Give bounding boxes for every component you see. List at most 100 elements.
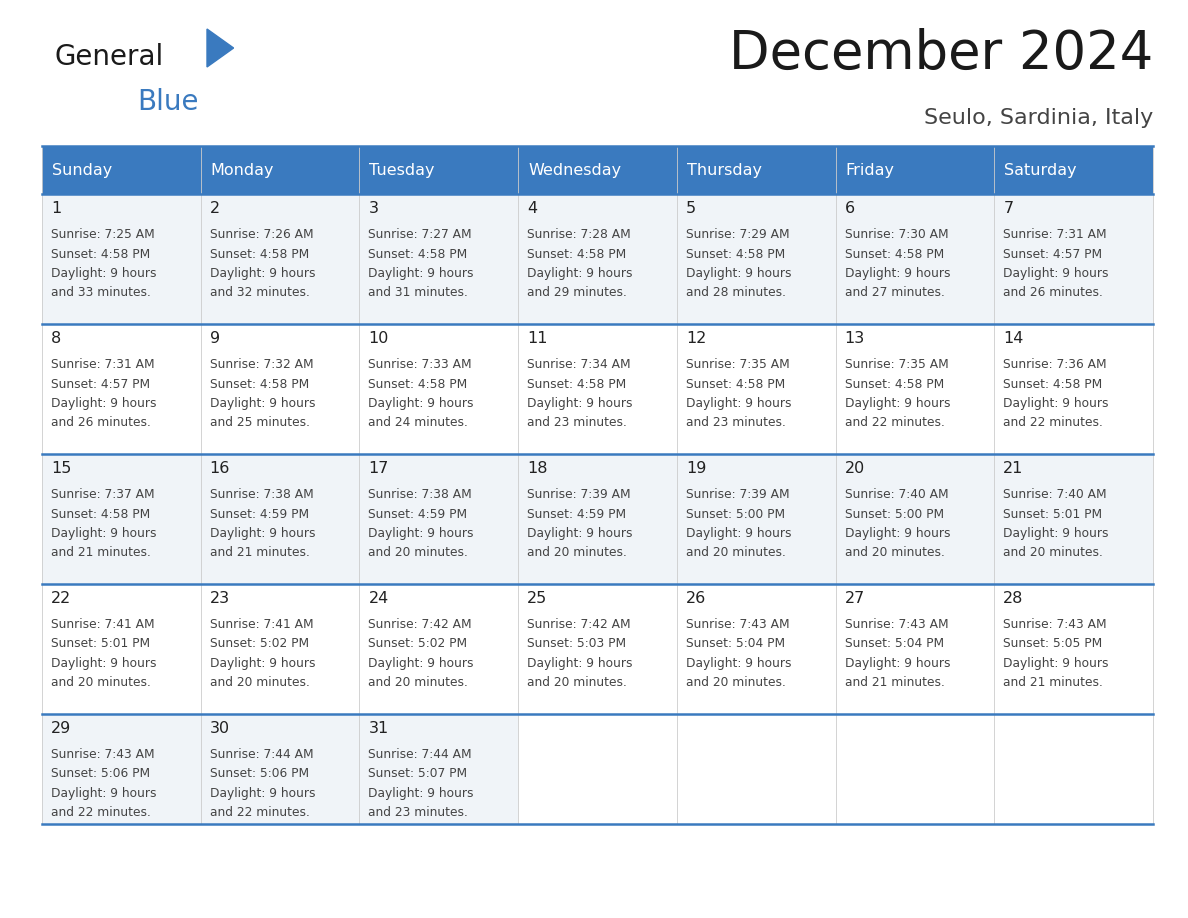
Text: Blue: Blue — [137, 88, 198, 116]
Text: 4: 4 — [527, 201, 537, 216]
Text: 21: 21 — [1004, 461, 1024, 476]
Text: Sunset: 5:04 PM: Sunset: 5:04 PM — [685, 637, 785, 651]
Text: Sunset: 5:04 PM: Sunset: 5:04 PM — [845, 637, 943, 651]
Text: Daylight: 9 hours: Daylight: 9 hours — [51, 527, 157, 540]
Text: Sunrise: 7:39 AM: Sunrise: 7:39 AM — [527, 488, 631, 501]
Bar — [360, 324, 518, 454]
Text: Sunrise: 7:44 AM: Sunrise: 7:44 AM — [368, 748, 472, 761]
Bar — [201, 714, 360, 824]
Bar — [835, 146, 994, 194]
Text: Sunset: 4:57 PM: Sunset: 4:57 PM — [1004, 248, 1102, 261]
Text: and 20 minutes.: and 20 minutes. — [845, 546, 944, 559]
Bar — [360, 146, 518, 194]
Bar — [835, 584, 994, 714]
Bar — [42, 324, 201, 454]
Text: Daylight: 9 hours: Daylight: 9 hours — [368, 787, 474, 800]
Text: Sunrise: 7:44 AM: Sunrise: 7:44 AM — [210, 748, 314, 761]
Bar — [835, 324, 994, 454]
Text: Daylight: 9 hours: Daylight: 9 hours — [527, 527, 633, 540]
Bar — [201, 454, 360, 584]
Bar — [677, 194, 835, 324]
Text: Sunset: 4:58 PM: Sunset: 4:58 PM — [527, 377, 626, 390]
Text: 22: 22 — [51, 591, 71, 606]
Bar — [42, 194, 201, 324]
Bar — [360, 584, 518, 714]
Text: and 29 minutes.: and 29 minutes. — [527, 286, 627, 299]
Text: Daylight: 9 hours: Daylight: 9 hours — [527, 657, 633, 670]
Text: and 31 minutes.: and 31 minutes. — [368, 286, 468, 299]
Text: 10: 10 — [368, 331, 388, 346]
Text: Sunrise: 7:43 AM: Sunrise: 7:43 AM — [845, 618, 948, 631]
Text: and 22 minutes.: and 22 minutes. — [1004, 417, 1104, 430]
Text: Sunset: 5:02 PM: Sunset: 5:02 PM — [368, 637, 468, 651]
Text: and 20 minutes.: and 20 minutes. — [527, 546, 627, 559]
Text: and 23 minutes.: and 23 minutes. — [368, 807, 468, 820]
Bar — [518, 454, 677, 584]
Text: and 25 minutes.: and 25 minutes. — [210, 417, 310, 430]
Bar — [677, 454, 835, 584]
Text: and 32 minutes.: and 32 minutes. — [210, 286, 310, 299]
Text: Daylight: 9 hours: Daylight: 9 hours — [527, 397, 633, 410]
Text: and 20 minutes.: and 20 minutes. — [685, 677, 785, 689]
Text: Sunset: 4:58 PM: Sunset: 4:58 PM — [210, 248, 309, 261]
Text: Sunrise: 7:39 AM: Sunrise: 7:39 AM — [685, 488, 790, 501]
Text: Daylight: 9 hours: Daylight: 9 hours — [210, 267, 315, 280]
Text: Sunrise: 7:31 AM: Sunrise: 7:31 AM — [51, 358, 154, 371]
Text: Sunrise: 7:40 AM: Sunrise: 7:40 AM — [845, 488, 948, 501]
Text: Saturday: Saturday — [1004, 162, 1076, 177]
Text: Sunset: 4:58 PM: Sunset: 4:58 PM — [1004, 377, 1102, 390]
Text: Daylight: 9 hours: Daylight: 9 hours — [210, 397, 315, 410]
Text: 28: 28 — [1004, 591, 1024, 606]
Text: and 26 minutes.: and 26 minutes. — [1004, 286, 1104, 299]
Text: Sunset: 4:58 PM: Sunset: 4:58 PM — [368, 377, 468, 390]
Text: Sunset: 4:57 PM: Sunset: 4:57 PM — [51, 377, 150, 390]
Text: 5: 5 — [685, 201, 696, 216]
Text: Daylight: 9 hours: Daylight: 9 hours — [1004, 267, 1108, 280]
Bar — [360, 454, 518, 584]
Text: Sunrise: 7:42 AM: Sunrise: 7:42 AM — [527, 618, 631, 631]
Text: 12: 12 — [685, 331, 706, 346]
Text: and 24 minutes.: and 24 minutes. — [368, 417, 468, 430]
Text: Sunset: 5:00 PM: Sunset: 5:00 PM — [685, 508, 785, 521]
Text: 19: 19 — [685, 461, 706, 476]
Polygon shape — [207, 29, 234, 67]
Text: Sunrise: 7:27 AM: Sunrise: 7:27 AM — [368, 228, 472, 241]
Text: Sunset: 5:07 PM: Sunset: 5:07 PM — [368, 767, 468, 780]
Bar — [835, 454, 994, 584]
Text: and 22 minutes.: and 22 minutes. — [845, 417, 944, 430]
Text: Sunset: 4:58 PM: Sunset: 4:58 PM — [845, 248, 943, 261]
Text: Daylight: 9 hours: Daylight: 9 hours — [368, 657, 474, 670]
Text: Sunrise: 7:43 AM: Sunrise: 7:43 AM — [51, 748, 154, 761]
Text: and 20 minutes.: and 20 minutes. — [368, 677, 468, 689]
Text: Sunset: 5:02 PM: Sunset: 5:02 PM — [210, 637, 309, 651]
Text: 15: 15 — [51, 461, 71, 476]
Text: 13: 13 — [845, 331, 865, 346]
Text: Sunrise: 7:40 AM: Sunrise: 7:40 AM — [1004, 488, 1107, 501]
Text: 16: 16 — [210, 461, 230, 476]
Text: General: General — [55, 43, 164, 71]
Bar — [677, 584, 835, 714]
Text: and 21 minutes.: and 21 minutes. — [210, 546, 310, 559]
Text: 25: 25 — [527, 591, 548, 606]
Text: Sunrise: 7:26 AM: Sunrise: 7:26 AM — [210, 228, 314, 241]
Text: Sunrise: 7:37 AM: Sunrise: 7:37 AM — [51, 488, 154, 501]
Text: Daylight: 9 hours: Daylight: 9 hours — [51, 657, 157, 670]
Text: Daylight: 9 hours: Daylight: 9 hours — [1004, 657, 1108, 670]
Text: Daylight: 9 hours: Daylight: 9 hours — [685, 267, 791, 280]
Bar — [42, 584, 201, 714]
Text: 29: 29 — [51, 721, 71, 736]
Text: Daylight: 9 hours: Daylight: 9 hours — [685, 397, 791, 410]
Text: 20: 20 — [845, 461, 865, 476]
Bar — [42, 146, 201, 194]
Bar — [994, 194, 1154, 324]
Text: Daylight: 9 hours: Daylight: 9 hours — [845, 397, 950, 410]
Text: 2: 2 — [210, 201, 220, 216]
Bar — [994, 146, 1154, 194]
Text: Sunrise: 7:42 AM: Sunrise: 7:42 AM — [368, 618, 472, 631]
Text: Daylight: 9 hours: Daylight: 9 hours — [368, 267, 474, 280]
Text: Sunset: 4:59 PM: Sunset: 4:59 PM — [210, 508, 309, 521]
Text: and 22 minutes.: and 22 minutes. — [51, 807, 151, 820]
Text: and 22 minutes.: and 22 minutes. — [210, 807, 310, 820]
Text: and 21 minutes.: and 21 minutes. — [51, 546, 151, 559]
Text: Wednesday: Wednesday — [529, 162, 621, 177]
